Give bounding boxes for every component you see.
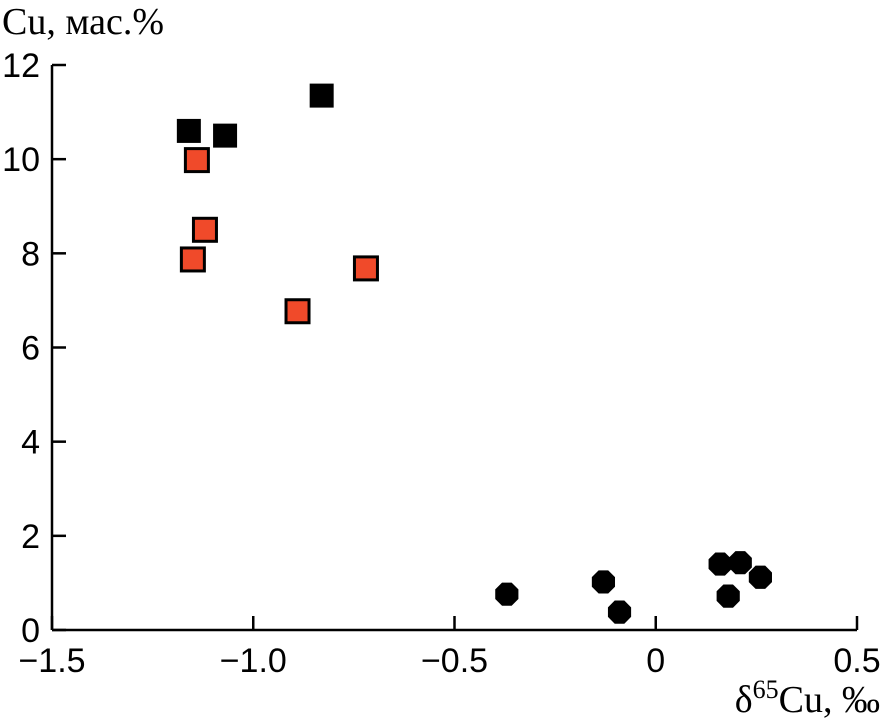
data-point-series-2 bbox=[191, 216, 218, 243]
x-tick-label: −1.5 bbox=[18, 642, 85, 680]
y-axis-title: Cu, мас.% bbox=[2, 1, 164, 43]
data-point-series-3 bbox=[708, 552, 732, 576]
data-point-series-3 bbox=[607, 600, 632, 624]
y-tick-label: 0 bbox=[21, 612, 40, 650]
x-tick-label: −1.0 bbox=[220, 642, 287, 680]
data-point-series-1 bbox=[213, 123, 238, 148]
x-tick-label: 0 bbox=[646, 642, 665, 680]
data-point-series-3 bbox=[591, 570, 616, 594]
data-point-series-2 bbox=[352, 255, 379, 282]
data-points bbox=[176, 83, 772, 624]
x-ticks: −1.5 −1.0 −0.5 0 0.5 bbox=[18, 616, 881, 680]
data-point-series-3 bbox=[728, 551, 752, 575]
x-axis-title: δ65Cu, ‰ bbox=[735, 675, 880, 721]
data-point-series-3 bbox=[716, 584, 740, 608]
data-point-series-2 bbox=[183, 147, 210, 174]
data-point-series-2 bbox=[284, 298, 311, 325]
x-axis-title-suffix: Cu, ‰ bbox=[779, 679, 880, 721]
data-point-series-3 bbox=[748, 565, 772, 589]
y-tick-label: 8 bbox=[21, 235, 40, 273]
y-tick-label: 10 bbox=[2, 141, 40, 179]
x-axis-title-sup: 65 bbox=[753, 675, 779, 704]
y-tick-label: 4 bbox=[21, 424, 40, 462]
y-tick-label: 12 bbox=[2, 47, 40, 85]
x-tick-label: −0.5 bbox=[421, 642, 488, 680]
y-tick-label: 2 bbox=[21, 518, 40, 556]
data-point-series-2 bbox=[179, 246, 206, 273]
x-axis-title-prefix: δ bbox=[735, 679, 753, 721]
data-point-series-3 bbox=[495, 582, 519, 606]
x-tick-label: 0.5 bbox=[833, 642, 880, 680]
y-tick-label: 6 bbox=[21, 330, 40, 368]
data-point-series-1 bbox=[176, 118, 201, 143]
y-ticks: 0 2 4 6 8 10 12 bbox=[2, 47, 66, 650]
data-point-series-1 bbox=[309, 83, 334, 108]
